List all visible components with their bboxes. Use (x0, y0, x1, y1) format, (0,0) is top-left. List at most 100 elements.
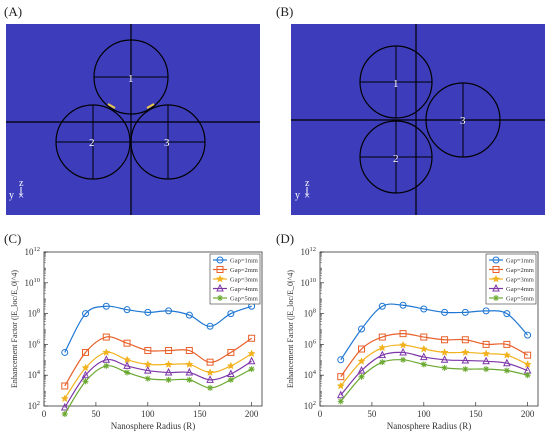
panel-label-d: (D) (276, 231, 294, 246)
panel-a-hotspot-right (146, 103, 155, 109)
chart-c-y-tick-label: 1010 (25, 277, 41, 288)
panel-label-c: (C) (4, 231, 21, 246)
chart-c-legend-marker (216, 283, 224, 292)
chart-d-data-point (337, 356, 345, 364)
chart-c-data-point (206, 322, 214, 330)
chart-c-data-point (61, 382, 69, 390)
chart-c-x-axis-label: Nanosphere Radius (R) (111, 421, 195, 431)
chart-d-series-line-4 (340, 351, 528, 396)
chart-c-series-line-4 (64, 358, 252, 408)
chart-d-x-axis-label: Nanosphere Radius (R) (387, 421, 471, 431)
chart-d-data-point (461, 355, 470, 364)
chart-d-data-point (524, 372, 531, 379)
panel-b-field: 1 2 3 z y × (291, 24, 545, 215)
chart-d-data-point (419, 344, 428, 353)
chart-c-data-point (207, 384, 214, 391)
chart-c-data-point (165, 376, 172, 383)
chart-c-x-tick-label: 150 (193, 409, 207, 419)
panel-b-axis-z: z (305, 178, 310, 189)
chart-d-legend-marker (492, 266, 500, 273)
chart-c-data-point (226, 361, 235, 370)
chart-c-x-tick-label: 100 (141, 409, 155, 419)
chart-d-data-point (378, 333, 386, 341)
chart-c-legend-label: Gap=4mm (230, 286, 258, 293)
chart-c-y-tick-label: 1012 (25, 246, 41, 257)
chart-c-data-point (82, 378, 89, 385)
chart-d-x-tick-label: 50 (367, 409, 377, 419)
chart-c-legend-marker (216, 266, 224, 273)
chart-d-legend-label: Gap=5mm (506, 296, 534, 303)
chart-c-data-point (165, 307, 173, 315)
chart-c-legend-marker (216, 256, 224, 264)
chart-d-data-point (398, 340, 408, 349)
chart-c-y-tick-label: 108 (28, 308, 40, 319)
chart-d-data-point (420, 352, 428, 361)
chart-d-data-point (441, 308, 449, 316)
chart-d-data-point (482, 307, 490, 315)
chart-d-data-point (462, 366, 469, 373)
chart-d-data-point (441, 336, 449, 344)
chart-c-data-point (103, 362, 110, 369)
chart-d-data-point (461, 336, 469, 344)
chart-d-data-point (399, 347, 407, 356)
chart-d-data-point (357, 357, 366, 365)
chart-d-legend-label: Gap=3mm (506, 277, 534, 284)
panel-label-b: (B) (276, 4, 293, 19)
chart-c-data-point (102, 355, 111, 363)
chart-c-data-point (102, 333, 110, 341)
panel-a-axis-z: z (19, 178, 24, 189)
panel-a-axis-x-icon: × (18, 190, 24, 202)
chart-c-data-point (123, 306, 131, 314)
chart-c-data-point (123, 361, 131, 369)
chart-c-data-point (247, 349, 256, 358)
chart-d-data-point (379, 359, 386, 366)
chart-c-data-point (206, 368, 215, 376)
panel-a-sphere-3-label: 3 (164, 137, 170, 149)
chart-c-legend-label: Gap=5mm (230, 296, 258, 303)
panel-a-sphere-1-label: 1 (128, 73, 134, 85)
chart-d-data-point (378, 343, 387, 352)
chart-d-y-tick-label: 1010 (301, 277, 317, 288)
chart-d-data-point (461, 348, 470, 356)
chart-c-data-point (144, 365, 152, 374)
chart-c-series-line-3 (64, 351, 252, 399)
chart-c-data-point (144, 308, 152, 316)
chart-c-data-point (144, 375, 151, 382)
chart-d-data-point (503, 340, 511, 348)
chart-d-data-point (378, 302, 386, 310)
chart-d-x-tick-label: 100 (417, 409, 431, 419)
chart-d-data-point (399, 301, 407, 309)
chart-c-data-point (248, 366, 255, 373)
panel-a-hotspot-left (107, 103, 116, 109)
chart-c-data-point (82, 348, 90, 356)
chart-d-data-point (420, 305, 428, 313)
chart-c-data-point (102, 302, 110, 310)
chart-d-data-point (461, 308, 469, 316)
chart-c-data-point (81, 370, 90, 379)
chart-d-data-point (420, 333, 428, 341)
chart-c-x-tick-label: 50 (91, 409, 101, 419)
panel-b-sphere-2-label: 2 (393, 153, 399, 165)
chart-c-data-point (102, 348, 111, 356)
chart-c-data-point (61, 411, 68, 418)
chart-d-data-point (358, 325, 366, 333)
chart-c-x-tick-label: 0 (42, 409, 47, 419)
chart-c-y-axis-label: Enhancement Factor (|E_loc/E_0|^4) (10, 270, 19, 388)
chart-d-data-point (337, 373, 345, 381)
chart-c-legend-label: Gap=2mm (230, 267, 258, 274)
chart-c-legend-label: Gap=1mm (230, 258, 258, 265)
chart-d-data-point (503, 310, 511, 318)
chart-d-series-line-5 (340, 359, 528, 402)
chart-d-data-point (482, 340, 490, 348)
chart-c-legend-marker (217, 295, 223, 301)
chart-c-legend-label: Gap=3mm (230, 277, 258, 284)
panel-b-axis-y: y (295, 190, 300, 201)
chart-d-legend-marker (492, 256, 500, 264)
chart-c-legend-marker (215, 274, 225, 283)
chart-d-data-point (440, 348, 449, 356)
panel-b-sphere-1-label: 1 (393, 78, 399, 90)
chart-c-series-line-2 (64, 336, 252, 387)
chart-d-data-point (483, 366, 490, 373)
chart-c-y-tick-label: 104 (28, 369, 41, 380)
